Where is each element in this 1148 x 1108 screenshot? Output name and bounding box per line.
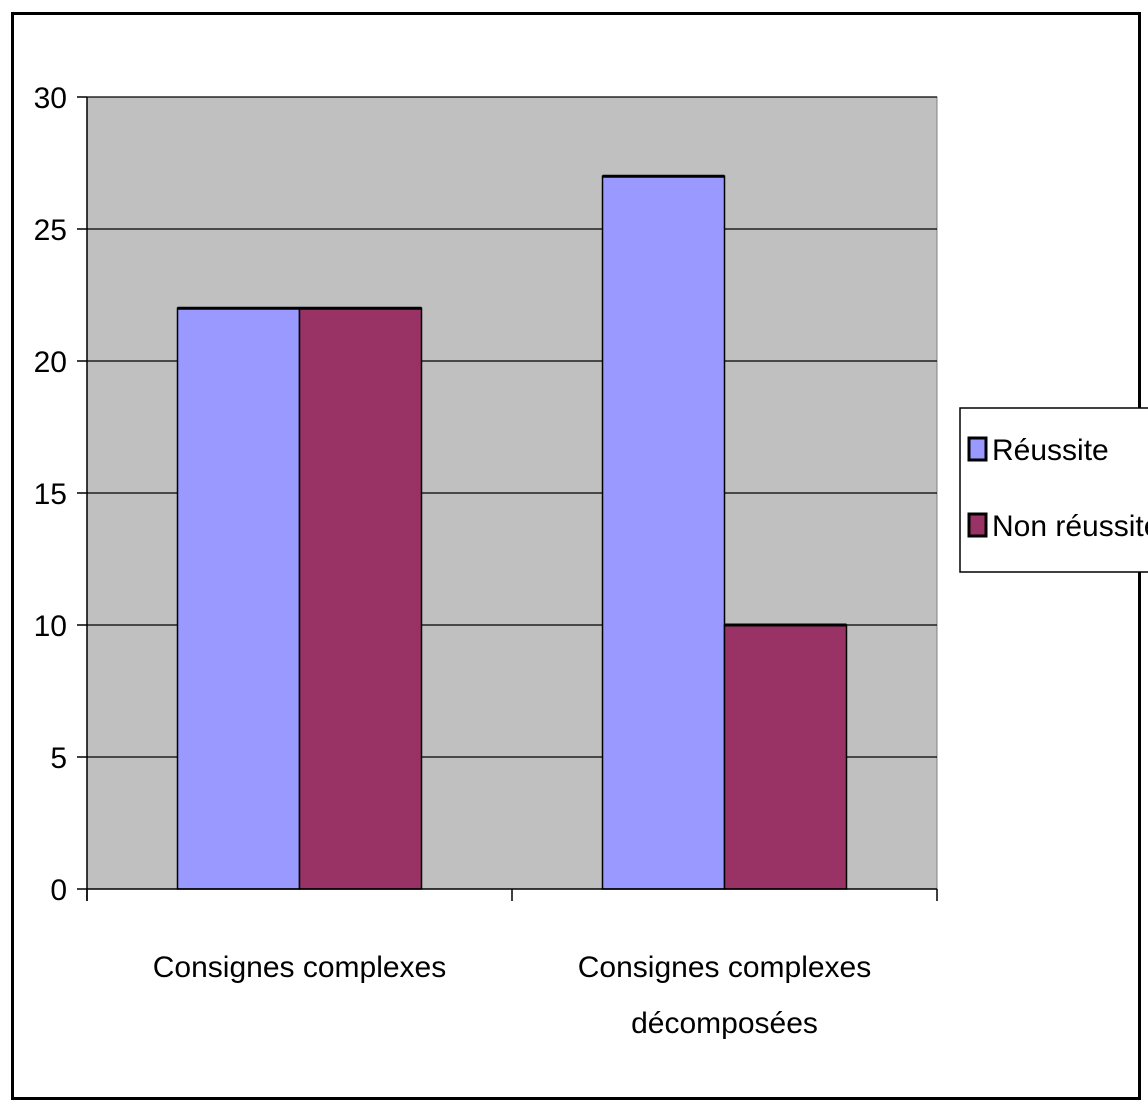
bar-réussite-2 — [601, 175, 726, 890]
y-tick-label-10: 10 — [34, 610, 67, 643]
category-label-line: Consignes complexes — [153, 951, 446, 984]
legend-swatch-2 — [967, 512, 988, 538]
y-tick-label-25: 25 — [34, 214, 67, 247]
y-tick-label-0: 0 — [50, 874, 67, 907]
category-label-line: Consignes complexes — [578, 951, 871, 984]
y-tick-labels: 0 5 10 15 20 25 30 — [34, 82, 67, 907]
category-label-2: Consignes complexes décomposées — [578, 951, 871, 1040]
bars — [176, 174, 848, 890]
bar-réussite-1 — [176, 307, 301, 890]
bar-non-réussite-2 — [723, 624, 848, 890]
category-labels: Consignes complexes Consignes complexes dé… — [153, 951, 871, 1040]
legend-label-2: Non réussite — [992, 510, 1148, 543]
y-tick-label-15: 15 — [34, 478, 67, 511]
legend: Réussite Non réussite — [959, 407, 1148, 573]
legend-box — [959, 407, 1148, 573]
y-tick-label-30: 30 — [34, 82, 67, 115]
category-label-line: décomposées — [631, 1007, 818, 1040]
legend-swatch-1 — [967, 436, 988, 462]
bar-non-réussite-1 — [298, 307, 423, 890]
y-tick-label-5: 5 — [50, 742, 67, 775]
legend-label-1: Réussite — [992, 434, 1109, 467]
category-label-1: Consignes complexes — [153, 951, 446, 984]
y-tick-label-20: 20 — [34, 346, 67, 379]
axes — [77, 96, 938, 901]
